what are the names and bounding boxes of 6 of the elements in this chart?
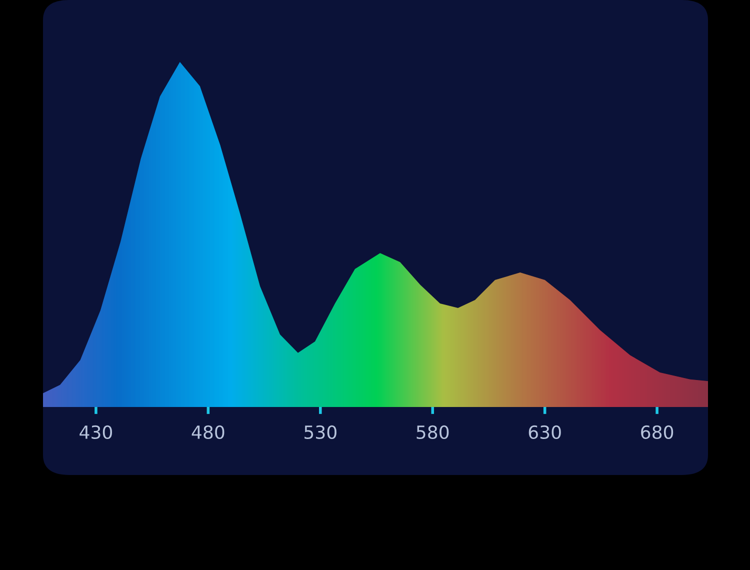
x-tick-label: 630 xyxy=(528,425,561,440)
x-tick-label: 480 xyxy=(192,425,224,440)
x-tick-label: 530 xyxy=(304,425,336,440)
x-tick-label: 580 xyxy=(416,425,449,440)
x-tick-label: 680 xyxy=(641,425,674,440)
x-tick-label: 430 xyxy=(80,425,112,440)
